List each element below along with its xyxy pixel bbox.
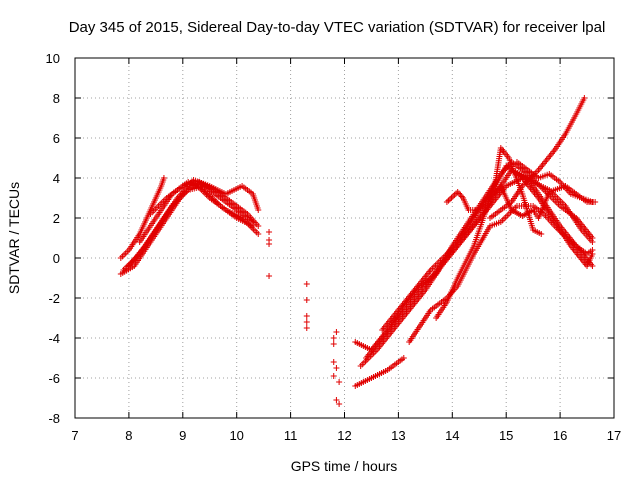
data-point [333,329,340,335]
data-points [117,95,599,407]
series-arc-1 [117,175,167,261]
data-point [255,207,262,213]
y-tick-label: -8 [48,411,60,426]
series-arc-11 [379,163,596,333]
series-arc-15 [487,95,588,221]
data-point [443,199,450,205]
y-tick-label: 6 [53,131,60,146]
data-point [330,341,337,347]
x-tick-labels: 7 8 9 10 11 12 13 14 15 16 17 [71,428,621,443]
x-tick-label: 15 [499,428,513,443]
y-tick-label: -2 [48,291,60,306]
y-tick-labels: -8 -6 -4 -2 0 2 4 6 8 10 [46,51,60,426]
data-point [303,297,310,303]
x-tick-label: 11 [284,428,298,443]
data-point [303,325,310,331]
data-point [589,263,596,269]
data-point [303,313,310,319]
data-point [400,355,407,361]
x-tick-label: 7 [71,428,78,443]
y-tick-label: 2 [53,211,60,226]
data-point [589,247,596,253]
data-point [330,373,337,379]
data-point [333,365,340,371]
data-point [330,359,337,365]
x-tick-label: 10 [229,428,243,443]
data-point [336,401,343,407]
data-point [330,335,337,341]
x-tick-label: 17 [607,428,621,443]
series-arc-7 [352,355,407,389]
series-arc-2 [117,179,262,277]
data-point [446,196,453,203]
x-tick-label: 14 [445,428,459,443]
data-point [589,239,596,245]
data-point [255,223,262,229]
x-axis-label: GPS time / hours [291,458,398,474]
x-tick-label: 16 [553,428,567,443]
y-axis-label: SDTVAR / TECUs [6,182,22,294]
y-tick-label: 4 [53,171,60,186]
y-tick-label: 0 [53,251,60,266]
data-point [255,231,262,237]
data-point [266,241,273,247]
data-point [454,189,461,195]
data-point [456,190,463,197]
data-point [160,175,167,181]
data-point [336,379,343,385]
data-point [451,191,458,198]
data-point [448,194,455,201]
x-tick-label: 8 [125,428,132,443]
y-tick-label: -6 [48,371,60,386]
x-tick-label: 12 [337,428,351,443]
data-point [581,95,588,101]
series-arc-16 [513,159,596,205]
chart-title: Day 345 of 2015, Sidereal Day-to-day VTE… [69,19,606,36]
series-arc-6 [147,179,262,237]
data-point [333,397,340,403]
data-point [450,193,457,200]
data-point [303,281,310,287]
y-tick-label: 8 [53,91,60,106]
plot-frame [74,57,615,419]
data-point [266,273,273,279]
y-tick-label: 10 [46,51,60,66]
data-point [538,231,545,237]
series-arc-4 [125,177,262,269]
data-point [445,197,452,204]
x-tick-label: 13 [391,428,405,443]
data-point [266,229,273,235]
series-isolated [266,229,343,407]
series-arc-10 [363,167,596,361]
y-tick-label: -4 [48,331,60,346]
data-point [457,192,464,198]
x-tick-label: 9 [179,428,186,443]
data-point [589,199,596,205]
data-point [303,319,310,325]
